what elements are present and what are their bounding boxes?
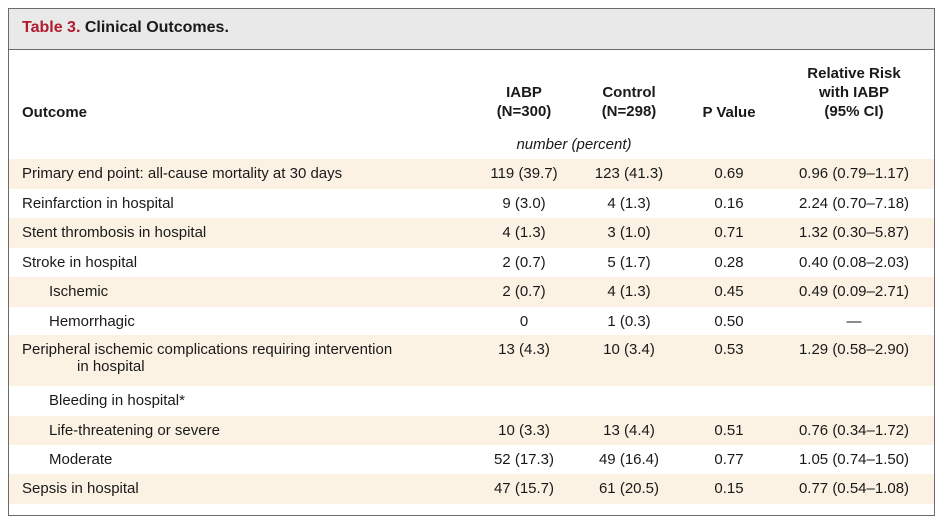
header-pvalue: P Value	[674, 103, 784, 122]
row-label: Peripheral ischemic complications requir…	[22, 341, 392, 375]
control-value: 4 (1.3)	[607, 195, 651, 212]
control-value: 1 (0.3)	[607, 313, 651, 330]
relative-risk-value: 0.49 (0.09–2.71)	[798, 283, 910, 300]
iabp-value: 47 (15.7)	[493, 480, 555, 497]
iabp-value: 52 (17.3)	[493, 451, 555, 468]
p-value: 0.51	[714, 422, 744, 439]
relative-risk-value: 1.05 (0.74–1.50)	[798, 451, 910, 468]
p-value: 0.71	[714, 224, 744, 241]
relative-risk-value: 0.96 (0.79–1.17)	[798, 165, 910, 182]
p-value: 0.16	[714, 195, 744, 212]
row-label: Stent thrombosis in hospital	[22, 224, 206, 241]
relative-risk-value: 0.76 (0.34–1.72)	[798, 422, 910, 439]
p-value: 0.69	[714, 165, 744, 182]
row-label: Ischemic	[49, 283, 108, 300]
control-value: 13 (4.4)	[603, 422, 655, 439]
header-control-line2: (N=298)	[601, 103, 657, 120]
iabp-value: 0	[519, 313, 529, 330]
p-value: 0.45	[714, 283, 744, 300]
row-label-text: Stent thrombosis in hospital	[22, 224, 207, 241]
table-title-bar: Table 3. Clinical Outcomes.	[9, 9, 934, 50]
control-value: 123 (41.3)	[594, 165, 664, 182]
row-label-text: Sepsis in hospital	[22, 480, 139, 497]
table-title: Table 3. Clinical Outcomes.	[22, 19, 229, 37]
header-control-line1: Control	[602, 84, 656, 101]
header-outcome: Outcome	[22, 103, 87, 122]
iabp-value: 119 (39.7)	[490, 165, 558, 182]
row-label-text: Bleeding in hospital*	[49, 392, 185, 409]
table-row: Peripheral ischemic complications requir…	[9, 335, 934, 386]
control-value: 61 (20.5)	[598, 480, 660, 497]
table-row: Bleeding in hospital*	[9, 386, 934, 416]
header-outcome-text: Outcome	[22, 104, 88, 121]
row-label-text: Peripheral ischemic complications requir…	[22, 341, 393, 358]
p-value: 0.28	[714, 254, 744, 271]
control-value: 49 (16.4)	[598, 451, 660, 468]
row-label: Life-threatening or severe	[49, 422, 220, 439]
table-row: Reinfarction in hospital 9 (3.0) 4 (1.3) 0.…	[9, 189, 934, 218]
table-row: Sepsis in hospital 47 (15.7) 61 (20.5) 0.15…	[9, 474, 934, 504]
relative-risk-value: 1.29 (0.58–2.90)	[798, 341, 910, 358]
row-label: Sepsis in hospital	[22, 480, 139, 497]
iabp-value: 2 (0.7)	[502, 283, 546, 300]
row-label: Reinfarction in hospital	[22, 195, 174, 212]
row-label: Hemorrhagic	[49, 313, 135, 330]
iabp-value: 9 (3.0)	[502, 195, 546, 212]
iabp-value: 10 (3.3)	[498, 422, 550, 439]
row-label-text: Life-threatening or severe	[49, 422, 220, 439]
header-rr-line1: Relative Risk	[807, 65, 901, 82]
control-value: 5 (1.7)	[607, 254, 651, 271]
iabp-value: 2 (0.7)	[502, 254, 546, 271]
row-label: Stroke in hospital	[22, 254, 137, 271]
row-label: Bleeding in hospital*	[49, 392, 185, 409]
units-label: number (percent)	[516, 136, 632, 153]
control-value: 3 (1.0)	[607, 224, 651, 241]
table-row: Moderate 52 (17.3) 49 (16.4) 0.77 1.05 (0.74…	[9, 445, 934, 474]
header-pvalue-text: P Value	[702, 104, 756, 121]
row-label-text: Primary end point: all-cause mortality a…	[22, 165, 343, 182]
relative-risk-value: 0.77 (0.54–1.08)	[798, 480, 910, 497]
header-iabp-line2: (N=300)	[496, 103, 552, 120]
table-row: Life-threatening or severe 10 (3.3) 13 (4.…	[9, 416, 934, 445]
header-rr-line2: with IABP	[819, 84, 889, 101]
header-relative-risk: Relative Risk with IABP (95% CI)	[784, 64, 924, 121]
row-label-text: Reinfarction in hospital	[22, 195, 174, 212]
relative-risk-value: 0.40 (0.08–2.03)	[798, 254, 910, 271]
header-rr-line3: (95% CI)	[824, 103, 884, 120]
row-label-text: Moderate	[49, 451, 113, 468]
p-value: 0.53	[714, 341, 744, 358]
table-number: Table 3.	[22, 19, 81, 36]
row-label-text: Stroke in hospital	[22, 254, 138, 271]
relative-risk-value: 1.32 (0.30–5.87)	[798, 224, 910, 241]
p-value: 0.15	[714, 480, 744, 497]
table-frame: Table 3. Clinical Outcomes. Outcome IABP…	[8, 8, 935, 516]
table-title-text: Clinical Outcomes.	[84, 19, 229, 36]
p-value: 0.77	[714, 451, 744, 468]
row-label-continuation: in hospital	[77, 358, 145, 375]
row-label: Moderate	[49, 451, 112, 468]
row-label-text: Hemorrhagic	[49, 313, 135, 330]
p-value: 0.50	[714, 313, 744, 330]
iabp-value: 13 (4.3)	[498, 341, 550, 358]
header-control: Control (N=298)	[574, 83, 684, 121]
control-value: 10 (3.4)	[603, 341, 655, 358]
control-value: 4 (1.3)	[607, 283, 651, 300]
table-row: Stroke in hospital 2 (0.7) 5 (1.7) 0.28 0.40…	[9, 248, 934, 277]
row-label-text: Ischemic	[49, 283, 109, 300]
table-row: Primary end point: all-cause mortality a…	[9, 159, 934, 189]
relative-risk-value: 2.24 (0.70–7.18)	[798, 195, 910, 212]
table-row: Hemorrhagic 0 1 (0.3) 0.50 —	[9, 307, 934, 335]
header-iabp: IABP (N=300)	[469, 83, 579, 121]
table-row: Stent thrombosis in hospital 4 (1.3) 3 (1.…	[9, 218, 934, 248]
iabp-value: 4 (1.3)	[502, 224, 546, 241]
relative-risk-value: —	[846, 313, 862, 330]
header-iabp-line1: IABP	[506, 84, 542, 101]
row-label: Primary end point: all-cause mortality a…	[22, 165, 342, 182]
table-row: Ischemic 2 (0.7) 4 (1.3) 0.45 0.49 (0.09–2.7…	[9, 277, 934, 307]
